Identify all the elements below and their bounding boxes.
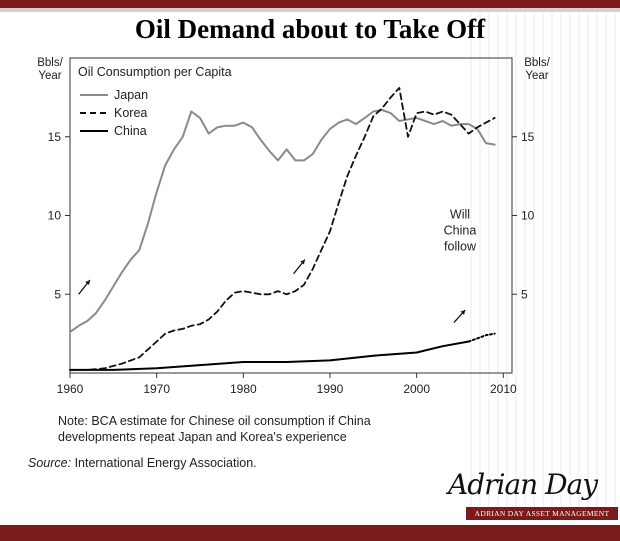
chart-title: Oil Consumption per Capita — [78, 65, 232, 79]
x-tick-label-1990: 1990 — [317, 382, 344, 396]
y-tick-label-left-15: 15 — [48, 130, 62, 144]
note-line-2: developments repeat Japan and Korea's ex… — [58, 430, 347, 444]
background-stripes — [470, 12, 620, 512]
page-title: Oil Demand about to Take Off — [134, 14, 486, 44]
series-line-china-bca-estimate — [467, 332, 496, 343]
x-tick-label-2000: 2000 — [403, 382, 430, 396]
x-tick-label-1970: 1970 — [143, 382, 170, 396]
y-tick-label-left-5: 5 — [54, 287, 61, 301]
y-axis-label-left: Bbls/Year — [37, 57, 63, 82]
y-tick-label-right-10: 10 — [521, 209, 535, 223]
arrow-head-2 — [300, 259, 305, 265]
oil-consumption-chart: 1960 1970 1980 1990 2000 2010 5 5 10 10 15 15 Bbls/Y… — [37, 57, 550, 396]
arrow-head-1 — [85, 280, 90, 286]
note-line-1: Note: BCA estimate for Chinese oil consu… — [58, 414, 371, 428]
legend-label-china: China — [114, 124, 147, 138]
source-text: International Energy Association. — [74, 456, 257, 470]
annotation-line-2: China — [444, 224, 477, 238]
y-tick-label-left-10: 10 — [48, 209, 62, 223]
legend-label-japan: Japan — [114, 88, 148, 102]
legend-label-korea: Korea — [114, 106, 147, 120]
brand-bar: ADRIAN DAY ASSET MANAGEMENT — [466, 507, 618, 520]
source-label: Source: — [28, 456, 72, 470]
annotation-line-1: Will — [450, 208, 470, 222]
bottom-band — [0, 525, 620, 541]
series-line-korea — [69, 87, 496, 371]
series-line-china — [69, 340, 470, 371]
chart-note: Note: BCA estimate for Chinese oil consu… — [58, 413, 478, 445]
source-line: Source: International Energy Association… — [28, 456, 257, 470]
y-tick-label-right-5: 5 — [521, 287, 528, 301]
signature: Adrian Day — [448, 468, 598, 501]
top-band — [0, 0, 620, 8]
annotation-line-3: follow — [444, 240, 477, 254]
arrow-head-3 — [460, 310, 466, 315]
y-tick-label-right-15: 15 — [521, 130, 535, 144]
x-tick-label-2010: 2010 — [490, 382, 517, 396]
series-line-japan — [69, 109, 496, 334]
x-tick-label-1980: 1980 — [230, 382, 257, 396]
top-band-accent — [0, 8, 620, 12]
y-axis-label-right: Bbls/Year — [524, 57, 550, 82]
x-tick-label-1960: 1960 — [57, 382, 84, 396]
